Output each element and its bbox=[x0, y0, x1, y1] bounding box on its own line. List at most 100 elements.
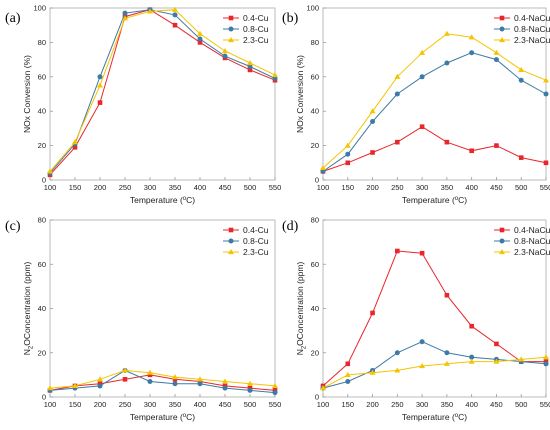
legend-label: 2.3-Cu bbox=[243, 35, 269, 45]
x-tick-label: 400 bbox=[194, 400, 207, 409]
panel-c: (c) 100 150 200 250 300 350 400 450 500 550 0 20 40 60… bbox=[5, 216, 281, 423]
x-axis-label: Temperature (oC) bbox=[130, 195, 195, 205]
plot-frame bbox=[49, 7, 276, 181]
x-axis-label: Temperature (oC) bbox=[402, 195, 467, 205]
data-point bbox=[197, 40, 203, 45]
series-2.3-NaCu bbox=[320, 30, 549, 171]
y-tick-label: 20 bbox=[311, 141, 319, 150]
y-axis-label-pre: N bbox=[295, 349, 305, 355]
x-tick-label: 150 bbox=[342, 400, 355, 409]
y-tick-label: 40 bbox=[38, 304, 46, 313]
data-point bbox=[97, 376, 103, 382]
data-point bbox=[272, 390, 278, 396]
data-point bbox=[543, 160, 549, 166]
series-2.3-Cu bbox=[47, 6, 278, 174]
x-tick-label: 550 bbox=[269, 400, 282, 409]
data-point bbox=[47, 385, 53, 391]
x-tick-label: 450 bbox=[219, 183, 232, 192]
panel-letter: (a) bbox=[5, 11, 21, 26]
data-point bbox=[122, 10, 128, 16]
legend-marker bbox=[228, 37, 234, 43]
x-tick-label: 250 bbox=[119, 183, 132, 192]
panel-letter: (c) bbox=[5, 219, 21, 234]
data-point bbox=[172, 12, 178, 18]
data-point bbox=[72, 382, 78, 389]
data-point bbox=[394, 91, 400, 97]
data-point bbox=[320, 168, 326, 174]
data-point bbox=[172, 22, 178, 28]
x-tick-label: 400 bbox=[465, 400, 478, 409]
y-tick-label: 80 bbox=[311, 216, 319, 225]
x-axis-label-tail: C) bbox=[458, 412, 467, 422]
data-point bbox=[97, 100, 103, 105]
data-point bbox=[543, 91, 549, 97]
plot-frame bbox=[322, 7, 547, 181]
y-tick-label: 100 bbox=[33, 4, 46, 13]
legend-marker bbox=[228, 249, 234, 255]
data-point bbox=[370, 119, 376, 125]
data-point bbox=[370, 150, 375, 155]
x-tick-label: 200 bbox=[366, 183, 379, 192]
x-tick-label: 500 bbox=[244, 183, 257, 192]
series-2.3-Cu bbox=[47, 367, 278, 391]
data-point bbox=[122, 15, 128, 21]
data-point bbox=[518, 155, 524, 160]
data-point bbox=[147, 379, 153, 385]
legend-label: 0.8-NaCu bbox=[514, 24, 550, 34]
x-tick-label: 250 bbox=[119, 400, 132, 409]
data-point bbox=[122, 377, 128, 382]
legend-label: 2.3-Cu bbox=[243, 247, 269, 257]
x-tick-label: 300 bbox=[144, 400, 157, 409]
series-line bbox=[322, 356, 547, 389]
data-point bbox=[247, 387, 253, 393]
legend-entry: 0.8-NaCu bbox=[494, 24, 550, 34]
data-point bbox=[419, 250, 425, 256]
series-0.4-NaCu bbox=[320, 124, 549, 174]
y-tick-label: 20 bbox=[311, 348, 319, 357]
x-axis-label-tail: C) bbox=[458, 195, 467, 205]
data-point bbox=[494, 143, 499, 148]
y-tick-label: 20 bbox=[38, 348, 46, 357]
legend-marker bbox=[499, 238, 505, 244]
data-point bbox=[444, 350, 450, 356]
data-point bbox=[419, 339, 425, 345]
data-point bbox=[172, 377, 178, 382]
x-axis-label-tail: C) bbox=[186, 195, 195, 205]
data-point bbox=[147, 372, 153, 378]
data-point bbox=[172, 381, 178, 387]
y-tick-label: 60 bbox=[38, 260, 46, 269]
legend-marker bbox=[499, 15, 505, 21]
x-tick-label: 350 bbox=[441, 400, 454, 409]
data-point bbox=[272, 76, 278, 82]
y-tick-label: 80 bbox=[311, 38, 319, 47]
data-point bbox=[345, 160, 351, 166]
data-point bbox=[172, 6, 178, 12]
data-point bbox=[247, 380, 253, 386]
panel-letter: (b) bbox=[282, 11, 299, 26]
y-tick-label: 80 bbox=[38, 38, 46, 47]
legend-entry: 0.8-Cu bbox=[223, 24, 269, 34]
data-point bbox=[369, 369, 376, 375]
series-0.4-NaCu bbox=[320, 248, 549, 389]
legend-entry: 2.3-Cu bbox=[223, 247, 269, 257]
data-point bbox=[395, 248, 400, 254]
y-tick-label: 0 bbox=[315, 393, 319, 402]
x-tick-label: 350 bbox=[169, 183, 182, 192]
data-point bbox=[344, 142, 351, 148]
x-axis-label-main: Temperature ( bbox=[130, 195, 183, 205]
legend-entry: 0.8-Cu bbox=[223, 236, 269, 246]
x-tick-label: 300 bbox=[416, 400, 429, 409]
legend-marker bbox=[228, 15, 234, 21]
x-tick-label: 300 bbox=[416, 183, 429, 192]
data-point bbox=[493, 358, 500, 364]
panel-a: (a) 100 150 200 250 300 350 400 450 500 550 0 20 40 60… bbox=[5, 4, 281, 206]
data-point bbox=[272, 72, 278, 78]
data-point bbox=[443, 30, 450, 36]
legend-entry: 2.3-Cu bbox=[223, 35, 269, 45]
y-axis-label: NOx Conversion (%) bbox=[295, 55, 305, 133]
data-point bbox=[247, 60, 253, 66]
series-2.3-NaCu bbox=[320, 354, 549, 391]
x-axis-label-tail: C) bbox=[186, 412, 195, 422]
data-point bbox=[444, 139, 450, 145]
